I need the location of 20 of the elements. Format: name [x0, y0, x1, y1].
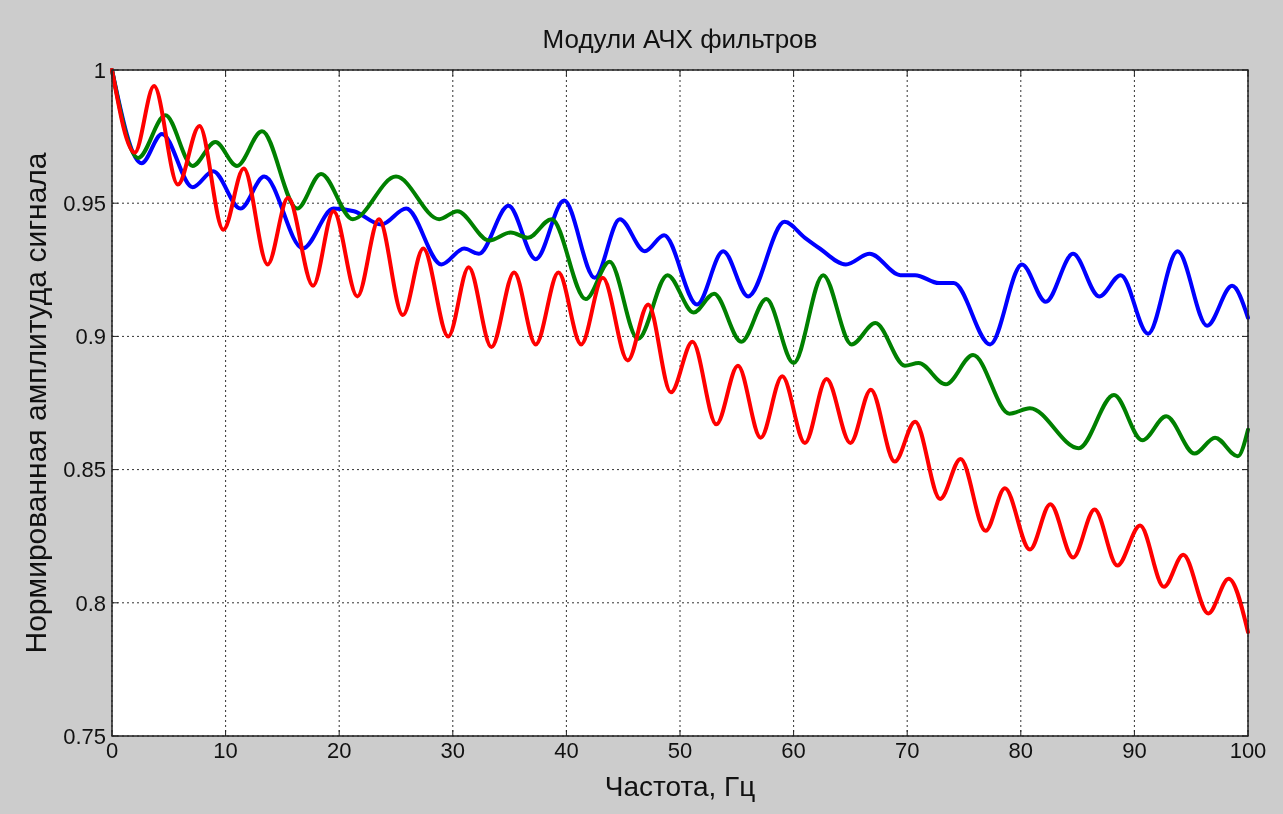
- x-tick-label: 80: [1008, 738, 1034, 763]
- x-tick-label: 70: [894, 738, 920, 763]
- x-tick-label: 100: [1229, 738, 1267, 763]
- y-tick-label: 0.85: [63, 457, 106, 483]
- x-tick-label: 0: [105, 738, 119, 763]
- y-tick-label: 1: [93, 57, 106, 83]
- x-tick-label: 90: [1122, 738, 1147, 763]
- y-tick-label: 0.75: [63, 723, 106, 749]
- y-tick-label: 0.8: [75, 590, 106, 616]
- chart-title: Модули АЧХ фильтров: [542, 24, 818, 54]
- y-tick-label: 0.9: [75, 324, 106, 350]
- x-tick-label: 50: [667, 738, 693, 763]
- x-tick-label: 30: [440, 738, 466, 763]
- y-tick-label: 0.95: [63, 190, 106, 216]
- x-tick-label: 40: [554, 738, 579, 763]
- x-tick-label: 60: [781, 738, 806, 763]
- x-tick-label: 10: [213, 738, 238, 763]
- y-axis-title: Нормированная амплитуда сигнала: [19, 152, 52, 654]
- x-tick-label: 20: [326, 738, 352, 763]
- x-axis-title: Частота, Гц: [604, 771, 756, 802]
